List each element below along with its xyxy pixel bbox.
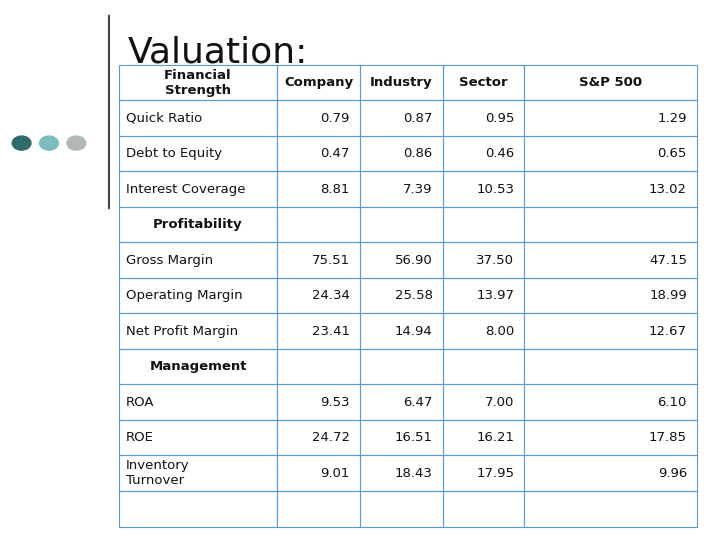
Text: 13.97: 13.97: [476, 289, 514, 302]
Text: 12.67: 12.67: [649, 325, 687, 338]
Text: 17.85: 17.85: [649, 431, 687, 444]
Text: Management: Management: [149, 360, 247, 373]
Text: 47.15: 47.15: [649, 254, 687, 267]
Text: Interest Coverage: Interest Coverage: [126, 183, 246, 195]
Text: 75.51: 75.51: [312, 254, 350, 267]
Text: Industry: Industry: [370, 76, 433, 89]
Text: ROA: ROA: [126, 396, 155, 409]
Text: Quick Ratio: Quick Ratio: [126, 112, 202, 125]
Text: Inventory
Turnover: Inventory Turnover: [126, 459, 189, 487]
Text: 25.58: 25.58: [395, 289, 433, 302]
Text: 6.47: 6.47: [403, 396, 433, 409]
Text: Company: Company: [284, 76, 354, 89]
Text: S&P 500: S&P 500: [579, 76, 642, 89]
Text: 7.39: 7.39: [403, 183, 433, 195]
Text: 16.51: 16.51: [395, 431, 433, 444]
Text: 0.65: 0.65: [657, 147, 687, 160]
Text: 56.90: 56.90: [395, 254, 433, 267]
Text: 0.46: 0.46: [485, 147, 514, 160]
Text: 9.01: 9.01: [320, 467, 350, 480]
Text: 10.53: 10.53: [476, 183, 514, 195]
Text: Operating Margin: Operating Margin: [126, 289, 243, 302]
Text: Financial
Strength: Financial Strength: [164, 69, 232, 97]
Text: 18.43: 18.43: [395, 467, 433, 480]
Text: 6.10: 6.10: [657, 396, 687, 409]
Text: 24.34: 24.34: [312, 289, 350, 302]
Text: 9.53: 9.53: [320, 396, 350, 409]
Text: 18.99: 18.99: [649, 289, 687, 302]
Text: Valuation:: Valuation:: [128, 35, 309, 69]
Text: 24.72: 24.72: [312, 431, 350, 444]
Text: 8.00: 8.00: [485, 325, 514, 338]
Text: 9.96: 9.96: [657, 467, 687, 480]
Text: 0.87: 0.87: [403, 112, 433, 125]
Text: ROE: ROE: [126, 431, 154, 444]
Text: 0.86: 0.86: [403, 147, 433, 160]
Text: 37.50: 37.50: [476, 254, 514, 267]
Text: 0.79: 0.79: [320, 112, 350, 125]
Text: 13.02: 13.02: [649, 183, 687, 195]
Text: Gross Margin: Gross Margin: [126, 254, 213, 267]
Text: 17.95: 17.95: [476, 467, 514, 480]
Text: 1.29: 1.29: [657, 112, 687, 125]
Text: Sector: Sector: [459, 76, 508, 89]
Text: 8.81: 8.81: [320, 183, 350, 195]
Text: 0.47: 0.47: [320, 147, 350, 160]
Text: Net Profit Margin: Net Profit Margin: [126, 325, 238, 338]
Text: 0.95: 0.95: [485, 112, 514, 125]
Text: 14.94: 14.94: [395, 325, 433, 338]
Text: 16.21: 16.21: [476, 431, 514, 444]
Text: 7.00: 7.00: [485, 396, 514, 409]
Text: Debt to Equity: Debt to Equity: [126, 147, 222, 160]
Text: 23.41: 23.41: [312, 325, 350, 338]
Text: Profitability: Profitability: [153, 218, 243, 231]
